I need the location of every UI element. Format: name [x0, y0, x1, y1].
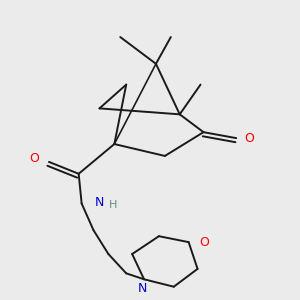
Text: N: N: [138, 282, 147, 295]
Text: O: O: [244, 132, 254, 145]
Text: N: N: [95, 196, 104, 208]
Text: O: O: [199, 236, 209, 249]
Text: O: O: [30, 152, 40, 165]
Text: H: H: [109, 200, 117, 210]
